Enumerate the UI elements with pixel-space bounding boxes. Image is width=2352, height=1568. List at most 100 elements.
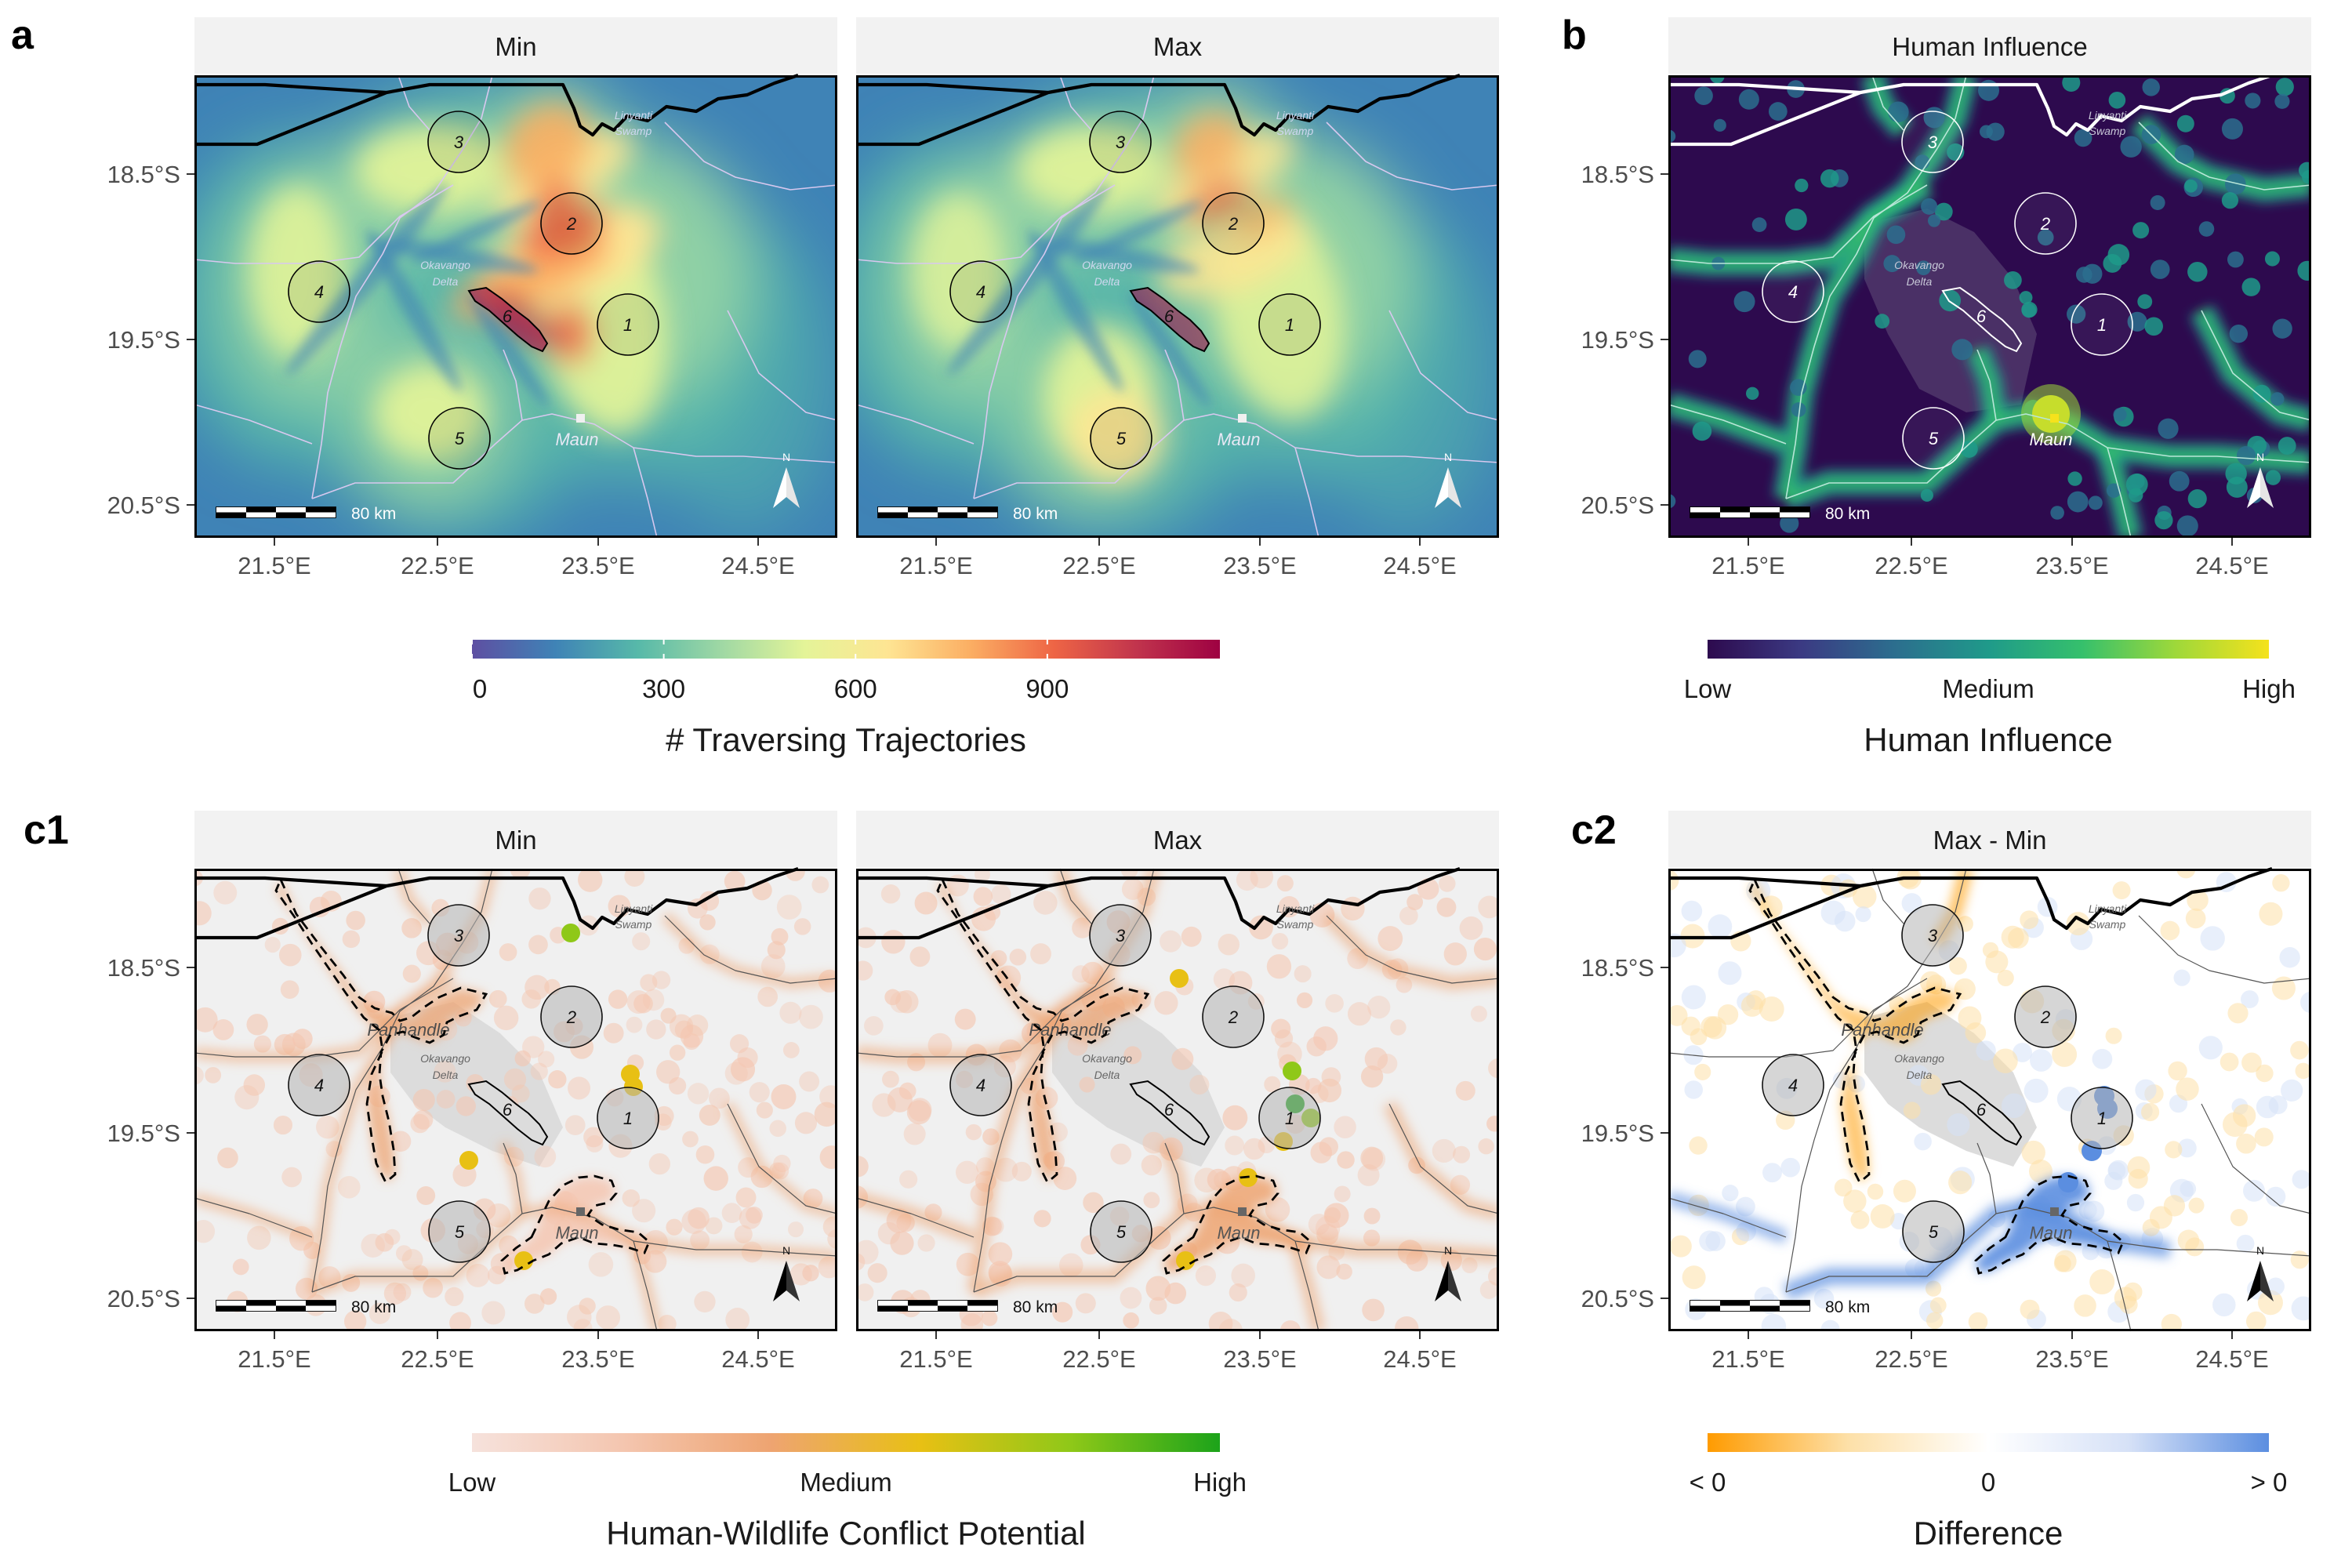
conflict-spot: [822, 1216, 837, 1238]
conflict-spot: [898, 1082, 916, 1100]
settlement-spot: [1927, 214, 1941, 227]
conflict-spot: [988, 1242, 1013, 1266]
conflict-spot: [1478, 1138, 1494, 1155]
conflict-spot: [1052, 1301, 1073, 1323]
hwc-tick-high: High: [1193, 1468, 1247, 1497]
conflict-spot: [194, 901, 212, 926]
study-area-number: 3: [1116, 132, 1126, 152]
road-line: [1388, 310, 1500, 421]
y-tick-label: 20.5°S: [1581, 492, 1654, 519]
difference-spot: [2295, 1062, 2311, 1080]
area-6-number: 6: [1164, 307, 1174, 326]
conflict-spot: [864, 1016, 884, 1036]
conflict-spot: [746, 1207, 763, 1224]
road-line: [194, 184, 454, 264]
conflict-spot: [974, 869, 991, 883]
north-arrow: N: [1435, 1244, 1461, 1301]
difference-spot: [2074, 1294, 2096, 1317]
difference-spot: [2198, 1036, 2223, 1060]
conflict-spot: [1083, 1192, 1104, 1214]
conflict-spot: [608, 989, 628, 1009]
difference-spot: [1997, 969, 2014, 987]
strip-c2-title: Max - Min: [1933, 826, 2047, 855]
difference-spot: [1681, 1016, 1700, 1036]
study-area-circle: [427, 111, 490, 173]
conflict-spot: [436, 1090, 456, 1109]
conflict-spot: [1265, 1197, 1290, 1222]
difference-spot: [2168, 1061, 2187, 1081]
panel-frame: [1668, 75, 2311, 538]
road-line: [194, 404, 313, 445]
difference-spot: [2177, 1138, 2197, 1158]
conflict-spot: [234, 1085, 260, 1110]
difference-spot: [2272, 874, 2290, 892]
road-line: [397, 868, 430, 924]
strip-a-min: Min: [194, 17, 837, 74]
conflict-spot: [343, 1310, 367, 1331]
conflict-spot: [1479, 1280, 1499, 1299]
conflict-spot: [644, 1250, 667, 1273]
difference-spot: [2245, 1311, 2267, 1331]
difference-spot: [1834, 1178, 1853, 1197]
conflict-spot: [1033, 891, 1058, 915]
conflict-spot: [769, 1120, 786, 1138]
conflict-spot: [1363, 1207, 1381, 1225]
conflict-spot: [890, 1231, 914, 1255]
difference-spot: [2112, 881, 2131, 900]
conflict-spot: [802, 1265, 819, 1282]
x-tick-label: 23.5°E: [2035, 552, 2108, 579]
study-area-number: 1: [623, 1109, 633, 1128]
road-line: [855, 1197, 975, 1238]
conflict-spot: [819, 1145, 837, 1169]
difference-spot: [2180, 1180, 2197, 1197]
difference-spot: [1926, 1312, 1944, 1330]
y-tick-label: 19.5°S: [107, 1120, 180, 1147]
conflict-spot: [1160, 930, 1182, 953]
settlement-spot: [2241, 278, 2261, 296]
road-line: [664, 915, 838, 984]
difference-spot: [1949, 956, 1967, 975]
difference-spot: [1761, 1314, 1787, 1331]
conflict-hotspot: [459, 1151, 478, 1170]
settlement-spot: [2088, 495, 2103, 510]
settlement-spot: [1977, 79, 2000, 101]
conflict-spot: [794, 1112, 818, 1134]
road-line: [1785, 413, 2312, 499]
difference-spot: [2021, 1140, 2045, 1165]
settlement-spot: [2184, 179, 2198, 193]
panel-frame: [856, 869, 1499, 1331]
conflict-spot: [695, 1145, 715, 1164]
road-line: [1976, 1142, 1997, 1214]
conflict-spot: [1367, 996, 1391, 1019]
settlement-spot: [2174, 144, 2194, 165]
difference-spot: [2008, 927, 2029, 949]
conflict-spot: [1250, 869, 1274, 889]
scale-bar-label: 80 km: [1825, 1298, 1870, 1316]
conflict-spot: [1321, 1067, 1341, 1087]
conflict-spot: [503, 1068, 527, 1091]
settlement-spot: [2224, 173, 2246, 195]
hotspot-outline-maun: [1974, 1174, 2125, 1275]
difference-spot: [2271, 976, 2296, 1000]
study-area-circle: [949, 260, 1012, 323]
conflict-spot: [1264, 1076, 1281, 1093]
conflict-spot: [1266, 954, 1292, 979]
conflict-spot: [666, 1218, 683, 1236]
panel-label-b: b: [1562, 13, 1587, 58]
settlement-spot: [2019, 291, 2033, 305]
settlement-spot: [1746, 387, 1759, 401]
settlement-spot: [1820, 169, 1839, 188]
conflict-spot: [656, 1060, 681, 1084]
conflict-spot: [965, 1123, 982, 1141]
conflict-spot: [699, 914, 716, 931]
conflict-spot: [395, 1245, 412, 1261]
x-tick-label: 23.5°E: [1223, 552, 1296, 579]
road-line: [633, 1240, 658, 1332]
country-border-top: [1668, 82, 1861, 95]
road-line: [397, 74, 430, 131]
scale-bar: 80 km: [877, 505, 1058, 523]
difference-spot: [1718, 961, 1742, 985]
difference-spot: [2114, 1287, 2137, 1310]
conflict-spot: [423, 1277, 443, 1298]
difference-spot: [2291, 1296, 2311, 1321]
